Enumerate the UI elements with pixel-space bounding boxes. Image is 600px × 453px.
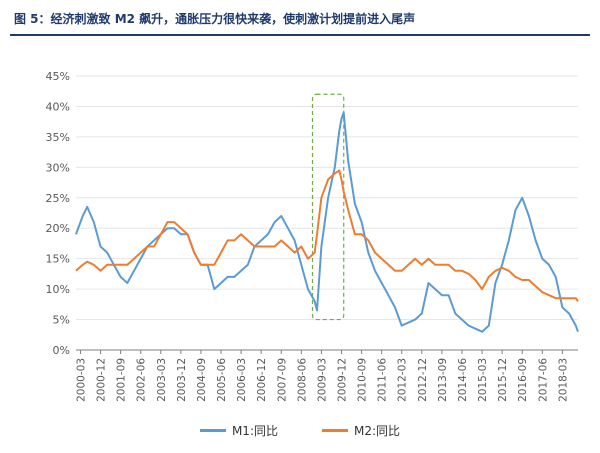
x-tick-label: 2017-06 <box>537 358 549 402</box>
x-tick-label: 2008-06 <box>296 358 308 402</box>
x-tick-label: 2003-03 <box>156 358 168 402</box>
chart-title: 图 5：经济刺激致 M2 飙升，通胀压力很快来袭，使刺激计划提前进入尾声 <box>14 12 416 26</box>
x-tick-label: 2006-03 <box>236 358 248 402</box>
x-tick-label: 2002-06 <box>136 358 148 402</box>
x-tick-label: 2015-12 <box>497 358 509 402</box>
legend: M1:同比 M2:同比 <box>0 422 600 439</box>
x-tick-label: 2015-03 <box>477 358 489 402</box>
title-divider <box>10 34 590 36</box>
x-tick-label: 2009-12 <box>337 358 349 402</box>
x-tick-label: 2009-03 <box>316 358 328 402</box>
legend-item-m2[interactable]: M2:同比 <box>322 422 400 439</box>
y-axis-ticks: 0% 5% 10% 15% 20% 25% 30% 35% 40% 45% <box>46 70 70 357</box>
x-axis-ticks: 2000-03 2000-12 2001-09 2002-06 2003-03 2003-… <box>75 350 569 402</box>
x-tick-label: 2010-09 <box>357 358 369 402</box>
y-tick-label: 25% <box>46 192 70 205</box>
y-tick-label: 0% <box>53 344 70 357</box>
y-tick-label: 45% <box>46 70 70 83</box>
x-tick-label: 2005-06 <box>216 358 228 402</box>
x-tick-label: 2011-06 <box>377 358 389 402</box>
series-line-m2 <box>75 169 579 302</box>
legend-label-m1: M1:同比 <box>231 424 278 438</box>
x-tick-label: 2000-12 <box>96 358 108 402</box>
x-tick-label: 2007-09 <box>276 358 288 402</box>
grid-lines <box>76 75 578 321</box>
y-tick-label: 35% <box>46 131 70 144</box>
y-tick-label: 10% <box>46 283 70 296</box>
x-tick-label: 2003-12 <box>176 358 188 402</box>
legend-item-m1[interactable]: M1:同比 <box>199 422 278 439</box>
series-line-m1 <box>75 111 579 333</box>
y-tick-label: 20% <box>46 222 70 235</box>
x-tick-label: 2013-09 <box>437 358 449 402</box>
legend-swatch-m2 <box>322 429 348 432</box>
x-tick-label: 2006-12 <box>256 358 268 402</box>
x-tick-label: 2018-03 <box>557 358 569 402</box>
x-tick-label: 2016-09 <box>517 358 529 402</box>
y-tick-label: 15% <box>46 253 70 266</box>
x-tick-label: 2012-12 <box>417 358 429 402</box>
y-tick-label: 40% <box>46 100 70 113</box>
x-tick-label: 2001-09 <box>116 358 128 402</box>
y-tick-label: 30% <box>46 161 70 174</box>
legend-label-m2: M2:同比 <box>354 424 401 438</box>
series-lines <box>75 111 579 333</box>
x-tick-label: 2012-03 <box>397 358 409 402</box>
x-tick-label: 2014-06 <box>457 358 469 402</box>
y-tick-label: 5% <box>53 314 70 327</box>
x-tick-label: 2004-09 <box>196 358 208 402</box>
legend-swatch-m1 <box>199 429 226 432</box>
x-tick-label: 2000-03 <box>75 358 87 402</box>
